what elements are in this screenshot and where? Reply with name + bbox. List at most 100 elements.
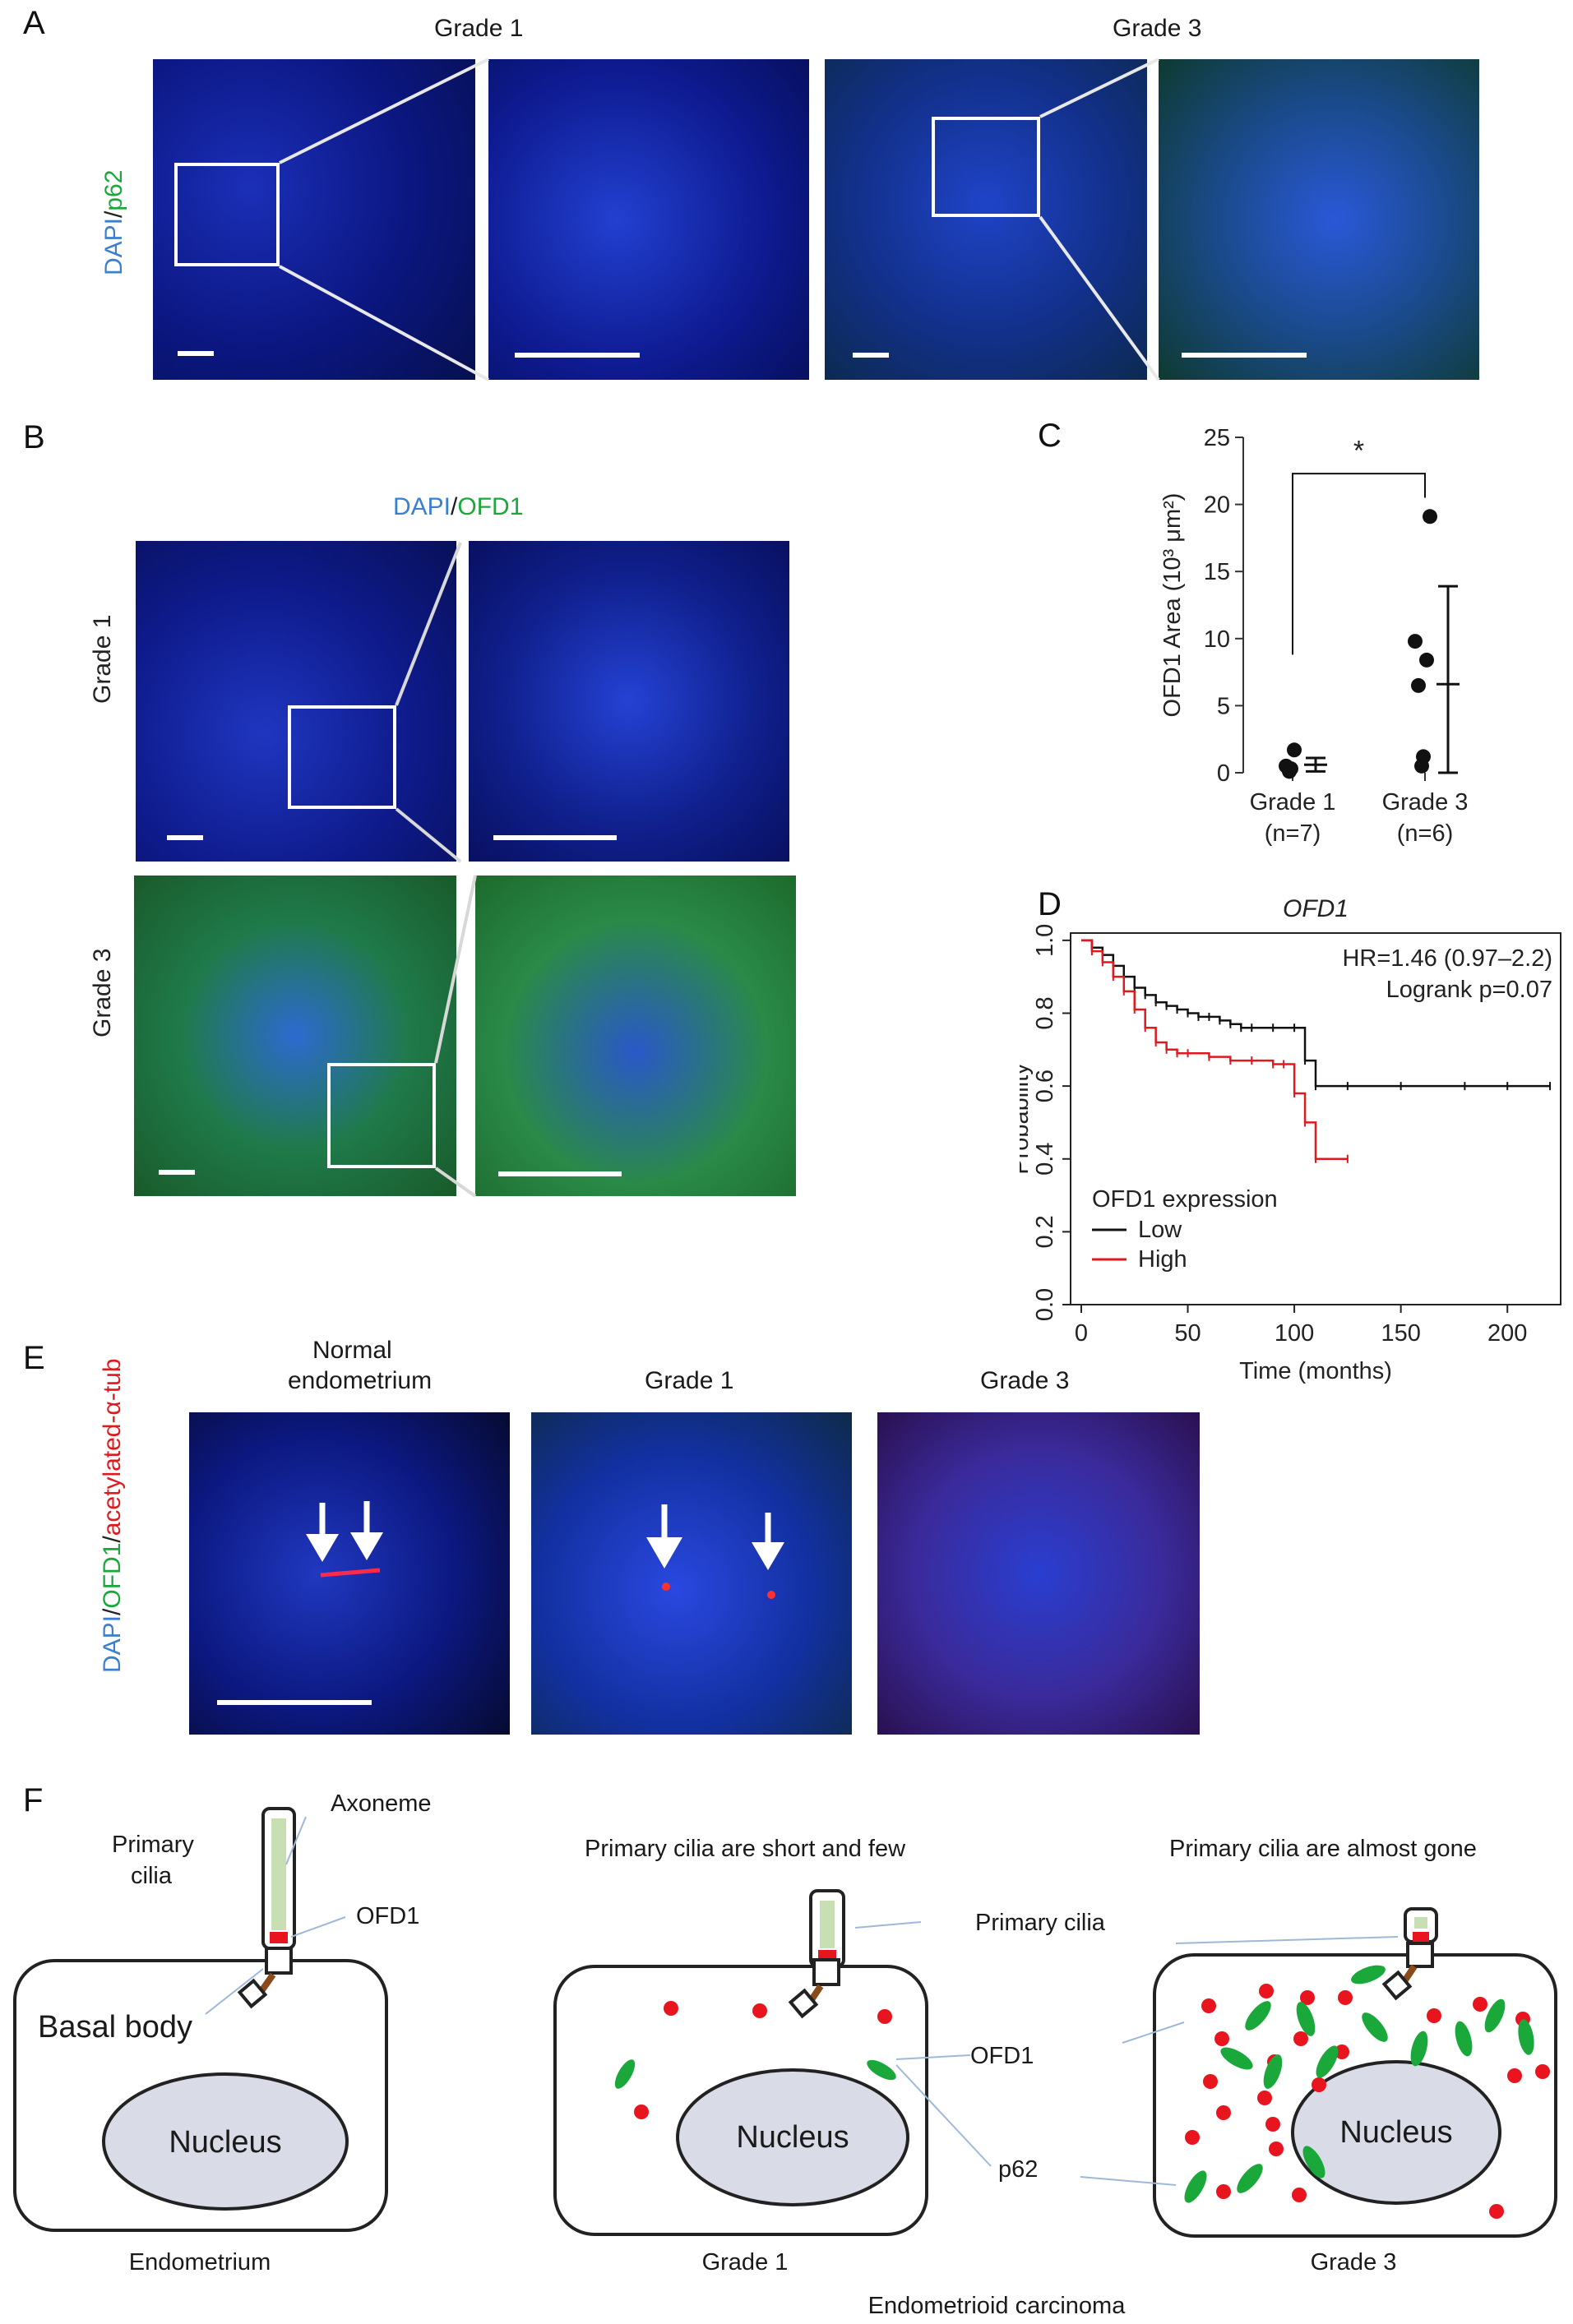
y-tick-label: 5: [1217, 693, 1230, 719]
inset-box: [288, 705, 396, 809]
logrank-text: Logrank p=0.07: [1386, 977, 1552, 1003]
y-tick-label: 20: [1204, 492, 1230, 519]
panel-e-label: E: [23, 1340, 45, 1376]
scale-bar: [1182, 353, 1307, 358]
panel-d-chart: OFD1 0 50 100 150 200 0.0 0.2 0.4 0.6 0.8 1.0 Time (…: [1020, 895, 1561, 1384]
legend-title: OFD1 expression: [1092, 1186, 1278, 1213]
x-category-label: Grade 3: [1382, 789, 1469, 815]
x-tick-label: 200: [1487, 1320, 1527, 1347]
y-tick-label: 0: [1217, 760, 1230, 787]
panel-a-zoom-lines: [279, 58, 1160, 381]
ofd1-marker: [270, 1932, 288, 1943]
data-point: [1423, 509, 1437, 524]
data-point: [1411, 677, 1426, 693]
micrograph-b-grade3-zoom: [475, 876, 796, 1196]
data-point: [1279, 758, 1293, 774]
y-tick-label: 0.8: [1032, 996, 1058, 1029]
micrograph-a-grade1-zoom: [488, 59, 809, 380]
nucleus-shape: [102, 2072, 349, 2211]
axoneme-label: Axoneme: [331, 1790, 432, 1817]
micrograph-b-grade3-overview: [134, 876, 456, 1196]
ofd1-mid-label: OFD1: [970, 2043, 1034, 2069]
y-axis-label: OFD1 Area (10³ μm²): [1159, 493, 1186, 718]
cilia-arrows: [306, 1501, 383, 1578]
nucleus-shape: [1291, 2060, 1501, 2205]
ofd1-top-label: OFD1: [356, 1903, 419, 1929]
p62-label: p62: [998, 2156, 1038, 2183]
grade3-caption: Primary cilia are almost gone: [1169, 1836, 1477, 1862]
panel-d-label: D: [1038, 886, 1062, 922]
x-category-label: (n=7): [1265, 820, 1321, 847]
micrograph-e-grade1: [531, 1412, 852, 1735]
y-tick-label: 1.0: [1032, 924, 1058, 957]
y-tick-label: 0.0: [1032, 1288, 1058, 1321]
y-tick-label: 0.6: [1032, 1070, 1058, 1102]
panel-a-grade3-title: Grade 3: [1113, 15, 1202, 42]
primary-cilia-label-line1: Primary: [112, 1832, 194, 1858]
nucleus-label-2: Nucleus: [736, 2120, 849, 2155]
y-axis-label: Probability: [1020, 1063, 1034, 1175]
x-category-label: Grade 1: [1250, 789, 1336, 815]
grade3-bottom-label: Grade 3: [1311, 2249, 1397, 2275]
inset-box: [174, 163, 280, 266]
primary-cilia-mid-label: Primary cilia: [975, 1910, 1106, 1936]
micrograph-e-grade3: [877, 1412, 1200, 1735]
y-tick-label: 10: [1204, 626, 1230, 653]
panel-b-zoom-lines: [395, 542, 477, 1198]
ofd1-dots: [1185, 1984, 1550, 2219]
scale-bar: [515, 353, 640, 358]
cilia-arrows: [646, 1504, 784, 1599]
scale-bar: [217, 1700, 372, 1705]
panel-b-label: B: [23, 419, 45, 455]
p62-ellipses: [614, 2059, 896, 2089]
panel-a-grade1-title: Grade 1: [434, 15, 524, 42]
x-category-label: (n=6): [1397, 820, 1454, 847]
km-curve-high: [1080, 939, 1348, 1160]
endometrium-label: Endometrium: [129, 2249, 271, 2275]
panel-b-stain-label: DAPI/OFD1: [393, 493, 524, 520]
x-tick-label: 50: [1174, 1320, 1201, 1347]
panel-e-col3-title: Grade 3: [980, 1367, 1070, 1394]
data-point: [1416, 749, 1431, 765]
y-tick-label: 15: [1204, 559, 1230, 585]
panel-f-diagram: Axoneme Primary cilia OFD1 Basal body Nu…: [13, 1790, 1557, 2319]
x-axis-label: Time (months): [1239, 1358, 1392, 1384]
scale-bar: [178, 351, 214, 356]
p62-ellipses: [1184, 1965, 1534, 2203]
data-point: [1419, 652, 1434, 668]
scale-bar: [498, 1171, 622, 1176]
micrograph-b-grade1-zoom: [469, 541, 789, 862]
hr-text: HR=1.46 (0.97–2.2): [1342, 945, 1552, 972]
nucleus-shape: [676, 2068, 909, 2206]
panel-e-col1-line2: endometrium: [288, 1367, 433, 1394]
panel-e-col1-line1: Normal: [312, 1337, 392, 1364]
inset-box: [327, 1063, 436, 1168]
panel-a-label: A: [23, 5, 45, 41]
endometrioid-carcinoma-label: Endometrioid carcinoma: [868, 2293, 1127, 2319]
scale-bar: [159, 1170, 195, 1175]
micrograph-e-normal: [189, 1412, 510, 1735]
significance-star: *: [1353, 436, 1364, 467]
axoneme-shape: [271, 1818, 286, 1930]
scale-bar: [493, 835, 617, 840]
grade1-bottom-label: Grade 1: [702, 2249, 789, 2275]
x-tick-label: 100: [1275, 1320, 1314, 1347]
data-point: [1408, 634, 1423, 649]
micrograph-b-grade1-overview: [136, 541, 456, 862]
ofd1-dots: [634, 2001, 892, 2119]
scale-bar: [853, 353, 889, 358]
legend-label-high: High: [1138, 1246, 1187, 1273]
panel-f-label: F: [23, 1782, 44, 1818]
micrograph-a-grade1-overview: [153, 59, 475, 380]
micrograph-a-grade3-zoom: [1159, 59, 1479, 380]
micrograph-a-grade3-overview: [825, 59, 1147, 380]
data-point: [1287, 742, 1302, 758]
primary-cilia-label-line2: cilia: [131, 1863, 173, 1889]
y-tick-label: 0.2: [1032, 1215, 1058, 1248]
inset-box: [932, 117, 1040, 217]
panel-e-stain-label: DAPI/OFD1/acetylated-α-tub: [99, 1358, 126, 1673]
nucleus-label-3: Nucleus: [1339, 2115, 1452, 2150]
y-tick-label: 0.4: [1032, 1143, 1058, 1176]
scale-bar: [167, 835, 203, 840]
legend-label-low: Low: [1138, 1217, 1182, 1243]
